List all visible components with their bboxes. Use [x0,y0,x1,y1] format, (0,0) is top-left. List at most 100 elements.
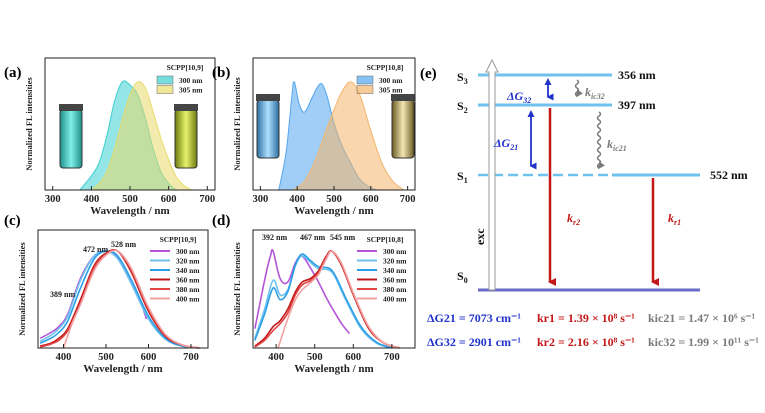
x-axis-label: Wavelength / nm [90,205,169,217]
x-tick-label: 400 [289,194,305,205]
dG21-arrowhead-up [527,110,535,117]
series-area-305nm [91,81,192,190]
panel-label: (b) [212,65,230,81]
state-label-S0: S0 [457,269,468,285]
wavelength-label-S3: 356 nm [618,68,656,82]
kr1-label: kr1 [668,211,681,227]
vial-cap [256,94,280,101]
vial-cap [59,104,83,111]
vial-cap [174,104,198,111]
panel-label: (d) [212,213,230,229]
vial-cap [391,94,415,101]
legend-title: SCPP[10,9] [160,235,197,244]
chart-panel-c: (c) 400 500 600 700 Wavelength / nm Normalized… [4,213,209,375]
legend-entry: 400 nm [383,295,407,304]
legend-entry: 300 nm [176,247,200,256]
kic32-wavy-arrow [574,79,583,98]
x-axis-label: Wavelength / nm [294,205,373,217]
legend-swatch [356,85,374,94]
legend-entry: 380 nm [383,285,407,294]
equation-dG32: ΔG32 = 2901 cm⁻¹ [427,335,521,349]
energy-level-diagram: (e) S3 356 nm S2 397 nm S1 552 nm S0 exc ΔG32 ΔG21… [420,58,759,349]
legend-swatch [356,75,374,85]
legend-entry: 305 nm [179,86,203,95]
equation-kr2: kr2 = 2.16 × 10⁸ s⁻¹ [537,335,635,349]
legend-entry: 380 nm [176,285,200,294]
series-area-305nm [293,81,404,190]
excitation-arrow [485,58,499,291]
legend-entry: 360 nm [383,276,407,285]
series-line-340nm [254,253,393,349]
x-axis-label: Wavelength / nm [294,363,373,375]
panel-label: (a) [4,65,22,81]
kic32-label: kic32 [585,85,605,101]
legend-entry: 400 nm [176,295,200,304]
sample-vial-image [256,99,280,159]
peak-annotation: 389 nm [50,290,75,299]
legend-entry: 360 nm [176,276,200,285]
legend-title: SCPP[10,9] [167,63,204,72]
x-tick-label: 300 [252,194,268,205]
chart-panel-a: (a) 300 400 500 600 700 Wavelength / nm Normali… [4,57,216,217]
legend-entry: 300 nm [379,76,403,85]
legend-entry: 340 nm [383,266,407,275]
x-tick-label: 400 [83,194,99,205]
x-tick-label: 300 [45,194,61,205]
kic21-label: kic21 [607,137,627,153]
x-tick-label: 700 [400,194,416,205]
peak-annotation: 467 nm [300,233,325,242]
plot-frame [252,229,416,349]
peak-annotation: 392 nm [262,233,287,242]
legend-entry: 300 nm [383,247,407,256]
wavelength-label-S2: 397 nm [618,98,656,112]
peak-annotation: 528 nm [111,240,136,249]
equation-kic21: kic21 = 1.47 × 10⁶ s⁻¹ [648,311,756,325]
excitation-label: exc [473,228,487,245]
sample-vial-image [59,109,83,169]
peak-annotation: 545 nm [330,233,355,242]
legend-entry: 305 nm [379,86,403,95]
x-tick-label: 600 [363,194,379,205]
x-tick-label: 500 [307,352,323,363]
y-axis-label: Normalized FL intensities [17,242,27,336]
x-tick-label: 400 [56,352,72,363]
plot-frame [37,229,209,349]
series-line-320nm [254,255,393,349]
state-label-S3: S3 [457,70,468,86]
peak-annotation: 472 nm [83,245,108,254]
state-label-S2: S2 [457,99,468,115]
y-axis-label: Normalized FL intensities [232,77,242,171]
x-tick-label: 700 [384,352,400,363]
legend-entry: 300 nm [179,76,203,85]
panel-label: (c) [4,213,21,229]
series-outline [293,81,405,191]
legend-entry: 320 nm [383,257,407,266]
kr2-label: kr2 [567,211,580,227]
x-tick-label: 700 [199,194,215,205]
x-tick-label: 600 [345,352,361,363]
series-line-400nm [277,250,400,349]
y-axis-label: Normalized FL intensities [24,77,34,171]
chart-panel-b: (b) 300 400 500 600 700 Wavelength / nm Normali… [212,57,416,217]
panel-label: (e) [420,66,437,82]
chart-panels: (a) 300 400 500 600 700 Wavelength / nm Normali… [4,57,416,375]
wavelength-label-S1: 552 nm [710,168,748,182]
series-line-400nm [62,249,200,349]
x-axis-label: Wavelength / nm [83,363,162,375]
legend-title: SCPP[10,8] [367,63,404,72]
x-tick-label: 500 [98,352,114,363]
sample-vial-image [391,99,415,159]
x-tick-label: 500 [326,194,342,205]
legend-swatch [156,85,174,94]
legend-entry: 340 nm [176,266,200,275]
dG32-arrowhead-up [544,78,552,85]
dG21-label: ΔG21 [493,136,518,152]
kic21-wavy-arrow [596,111,605,170]
legend-title: SCPP[10,8] [367,235,404,244]
x-tick-label: 500 [122,194,138,205]
x-tick-label: 600 [161,194,177,205]
sample-vial-image [174,109,198,169]
x-tick-label: 700 [183,352,199,363]
x-tick-label: 600 [141,352,157,363]
